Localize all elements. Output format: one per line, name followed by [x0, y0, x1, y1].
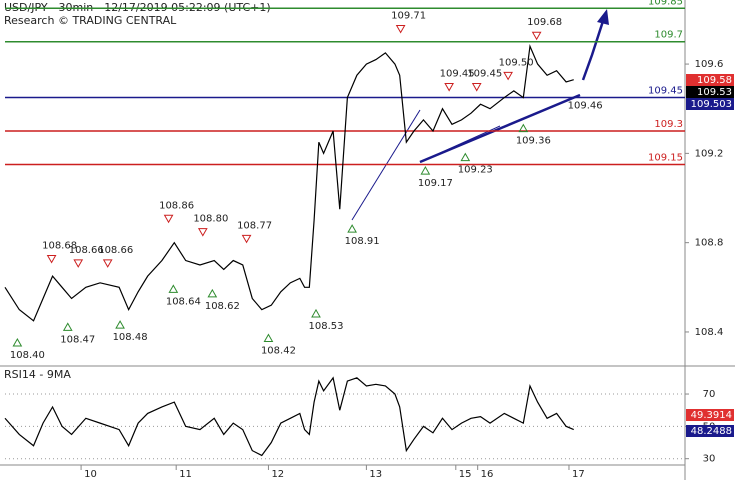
low-label: 108.48 [113, 332, 148, 343]
high-label: 109.50 [499, 57, 534, 68]
price-tag [686, 74, 734, 86]
price-tag [686, 425, 734, 437]
low-label: 108.40 [10, 350, 45, 361]
x-tick-label: 12 [271, 469, 284, 480]
high-marker [102, 259, 113, 268]
low-label: 108.64 [166, 296, 201, 307]
low-marker [460, 152, 471, 162]
level-label: 109.7 [654, 30, 683, 41]
low-label: 108.91 [345, 236, 380, 247]
low-label: 108.42 [261, 345, 296, 356]
high-label: 108.66 [98, 245, 133, 256]
price-tag [686, 86, 734, 98]
high-label: 109.71 [391, 11, 426, 22]
low-marker [62, 322, 73, 331]
x-tick-label: 15 [459, 469, 472, 480]
high-marker [46, 254, 57, 264]
x-tick-label: 11 [179, 469, 192, 480]
y-tick-label: 30 [703, 454, 716, 465]
high-marker [531, 31, 542, 41]
price-tag-label: 48.2488 [691, 426, 732, 437]
low-label: 108.53 [308, 321, 343, 332]
y-tick-label: 108.8 [695, 238, 724, 249]
price-line [4, 43, 574, 322]
level-label: 109.15 [648, 153, 683, 164]
high-label: 108.66 [69, 245, 104, 256]
low-marker [115, 320, 125, 329]
price-tag-label: 49.3914 [691, 410, 732, 421]
price-label: 109.46 [568, 100, 603, 111]
price-tag-label: 109.53 [697, 87, 732, 98]
projection-arrow [581, 17, 606, 81]
high-marker [241, 234, 252, 244]
chart-subtitle: Research © TRADING CENTRAL [4, 14, 177, 27]
trend-line [419, 93, 581, 164]
level-label: 109.85 [648, 0, 683, 7]
high-marker [395, 25, 406, 34]
low-marker [263, 333, 274, 342]
rsi-title: RSI14 - 9MA [4, 368, 71, 381]
high-label: 108.77 [237, 220, 272, 231]
price-tag [686, 409, 734, 421]
price-tag [686, 98, 734, 110]
high-marker [471, 83, 482, 92]
high-label: 108.80 [193, 214, 228, 225]
x-tick-label: 13 [369, 469, 382, 480]
high-label: 109.45 [467, 69, 502, 80]
x-tick-label: 10 [84, 469, 97, 480]
high-label: 109.68 [527, 17, 562, 28]
chart-title: USD/JPY - 30min - 12/17/2019 05:22:09 (U… [4, 1, 271, 14]
low-marker [347, 224, 357, 233]
price-tag-label: 109.58 [697, 75, 732, 86]
high-label: 108.86 [159, 200, 194, 211]
x-tick-label: 16 [481, 469, 494, 480]
high-marker [197, 228, 208, 237]
arrow-head [597, 9, 609, 25]
price-line [4, 376, 574, 457]
low-label: 108.62 [205, 301, 240, 312]
high-marker [163, 214, 174, 224]
high-marker [503, 71, 513, 81]
trend-line [419, 125, 501, 163]
high-label: 108.68 [42, 240, 77, 251]
level-label: 109.45 [648, 86, 683, 97]
low-label: 109.23 [458, 165, 493, 176]
price-tag-label: 109.503 [691, 99, 732, 110]
y-tick-label: 108.4 [695, 327, 724, 338]
high-marker [73, 259, 84, 268]
low-marker [12, 337, 23, 347]
low-marker [518, 123, 529, 133]
x-tick-label: 17 [572, 469, 585, 480]
low-marker [311, 308, 321, 318]
low-marker [168, 284, 179, 293]
y-tick-label: 70 [703, 389, 716, 400]
low-marker [420, 166, 431, 175]
low-marker [207, 288, 218, 298]
high-label: 109.45 [440, 69, 475, 80]
level-label: 109.3 [654, 119, 683, 130]
y-tick-label: 109.6 [695, 59, 724, 70]
low-label: 108.47 [60, 334, 95, 345]
high-marker [444, 83, 455, 92]
low-label: 109.17 [418, 178, 453, 189]
y-tick-label: 109.2 [695, 148, 724, 159]
low-label: 109.36 [516, 136, 551, 147]
